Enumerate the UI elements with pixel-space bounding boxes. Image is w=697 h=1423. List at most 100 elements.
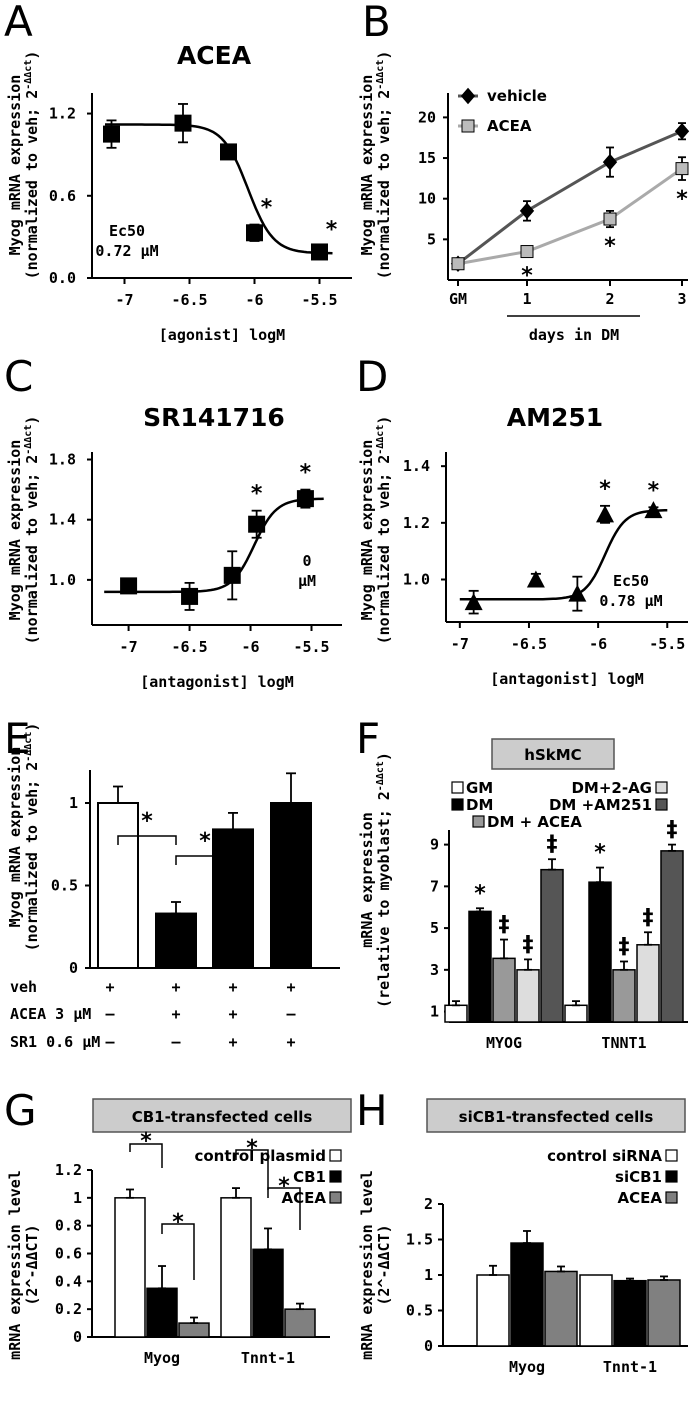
- y-axis-label-e-line2: (normalized to veh; 2-ΔΔct): [23, 723, 41, 952]
- y-tick-label-G-3: 0.6: [55, 1245, 82, 1263]
- x-tick-label-F-1: TNNT1: [601, 1034, 646, 1052]
- data-point-C-4: [296, 490, 314, 508]
- sig-star-f-0: *: [474, 881, 486, 906]
- y-tick-label-G-6: 1.2: [55, 1161, 82, 1179]
- data-point-D-1: [526, 570, 545, 588]
- sig-star-b-1: *: [521, 263, 533, 288]
- treatment-mark-e-0-0: +: [105, 978, 114, 996]
- x-axis-label-b: days in DM: [529, 326, 619, 344]
- data-point-C-1: [181, 587, 199, 605]
- x-tick-label-A-1: -6.5: [171, 291, 207, 309]
- data-point-D-4: [644, 501, 663, 519]
- panel-letter-d: D: [356, 352, 388, 401]
- y-tick-label-D-0: 1.0: [403, 571, 430, 589]
- sig-star-D-3: *: [599, 477, 611, 502]
- treatment-mark-e-2-2: +: [228, 1033, 237, 1051]
- data-point-D-0: [464, 593, 483, 611]
- bracket-g-4: [267, 1187, 301, 1230]
- y-tick-label-G-5: 1: [73, 1189, 82, 1207]
- x-tick-label-b-3: 3: [677, 290, 686, 308]
- bar-H-1-1: [613, 1279, 647, 1347]
- ec50-value-C: μM: [298, 572, 316, 590]
- y-tick-label-F-0: 1: [430, 1003, 439, 1021]
- panel-title-box-g: [92, 1098, 352, 1133]
- bar-e-0: [97, 802, 139, 969]
- treatment-mark-e-1-3: –: [286, 1005, 296, 1023]
- data-point-b-1-1: [520, 245, 534, 259]
- data-point-C-3: [248, 515, 266, 533]
- error-bar-G-0-1: [158, 1265, 166, 1290]
- error-bar-H-1-1: [626, 1277, 634, 1282]
- bracket-e-2: [175, 855, 234, 865]
- x-tick-label-C-0: -7: [120, 638, 138, 656]
- series-line-b-0: [457, 129, 683, 265]
- fit-curve-A: [105, 123, 333, 255]
- y-tick-label-C-0: 1.0: [49, 571, 76, 589]
- series-line-b-1: [457, 167, 683, 266]
- bar-e-3: [270, 802, 312, 969]
- legend-swatch-g-2: [329, 1191, 342, 1204]
- y-tick-label-b-0: 5: [427, 230, 436, 248]
- bar-G-0-2: [178, 1322, 210, 1338]
- legend-swatch-h-1: [665, 1170, 678, 1183]
- legend-label-f-3: DM+2-AG: [571, 779, 652, 797]
- y-tick-label-G-0: 0: [73, 1328, 82, 1346]
- sig-star-A-4: *: [326, 217, 338, 242]
- y-axis-label-f-line2: (relative to myoblast; 2-ΔΔct): [375, 752, 393, 1008]
- error-bar-H-0-1: [523, 1230, 531, 1244]
- x-axis-label-D: [antagonist] logM: [490, 670, 644, 688]
- sig-star-g-4: *: [278, 1174, 290, 1199]
- x-tick-label-b-1: 1: [522, 290, 531, 308]
- legend-swatch-g-0: [329, 1149, 342, 1162]
- y-axis-label-a-line2: (normalized to veh; 2-ΔΔct): [23, 51, 41, 280]
- error-bar-e-2: [228, 812, 238, 831]
- ec50-label-D: Ec50: [613, 572, 649, 590]
- bracket-e-1: [117, 835, 177, 845]
- x-tick-label-H-1: Tnnt-1: [603, 1358, 657, 1376]
- panel-letter-h: H: [356, 1086, 388, 1135]
- bar-F-0-1: [468, 910, 492, 1023]
- panel-letter-a: A: [4, 0, 33, 46]
- y-axis-label-b-line1: Myog mRNA expression: [358, 75, 376, 256]
- panel-title-a: ACEA: [177, 41, 252, 70]
- treatment-mark-e-2-3: +: [286, 1033, 295, 1051]
- y-tick-label-e-0: 0: [69, 959, 78, 977]
- ec50-label-C: 0: [302, 552, 311, 570]
- data-point-D-2: [568, 584, 587, 602]
- y-tick-label-F-1: 3: [430, 961, 439, 979]
- error-bar-H-0-0: [489, 1264, 497, 1276]
- x-tick-label-D-0: -7: [451, 635, 469, 653]
- y-axis-label-c-line1: Myog mRNA expression: [6, 440, 24, 621]
- legend-label-g-2: ACEA: [282, 1189, 327, 1207]
- data-point-b-1-3: [675, 162, 689, 176]
- panel-title-d: AM251: [507, 403, 603, 432]
- legend-label-acea: ACEA: [487, 117, 532, 135]
- legend-swatch-f-1: [451, 798, 464, 811]
- error-bar-F-0-3: [524, 958, 532, 971]
- sig-star-e-1: *: [141, 809, 153, 834]
- panel-title-c: SR141716: [143, 403, 285, 432]
- y-tick-label-H-4: 2: [424, 1195, 433, 1213]
- panel-title-h: siCB1-transfected cells: [459, 1108, 654, 1126]
- y-axis-label-d-line1: Myog mRNA expression: [358, 440, 376, 621]
- sig-star-b-3: *: [676, 187, 688, 212]
- dagger-f-0-4: ‡: [547, 832, 558, 857]
- bar-F-0-2: [492, 957, 516, 1023]
- dagger-f-1-2: ‡: [619, 934, 630, 959]
- sig-star-C-3: *: [251, 482, 263, 507]
- x-tick-label-D-3: -5.5: [649, 635, 685, 653]
- treatment-mark-e-0-3: +: [286, 978, 295, 996]
- sig-star-D-4: *: [648, 478, 660, 503]
- panel-letter-b: B: [362, 0, 391, 46]
- data-point-b-0-2: [602, 153, 618, 171]
- error-bar-F-1-1: [596, 866, 604, 884]
- panel-letter-f: F: [356, 714, 380, 763]
- y-tick-label-A-0: 0.0: [49, 269, 76, 287]
- error-bar-F-1-0: [572, 1000, 580, 1007]
- bar-e-2: [212, 828, 254, 970]
- error-bar-G-1-0: [232, 1187, 240, 1199]
- bar-H-1-2: [647, 1279, 681, 1347]
- y-axis-label-a-line1: Myog mRNA expression: [6, 75, 24, 256]
- y-tick-label-A-1: 0.6: [49, 187, 76, 205]
- bracket-g-3: [235, 1149, 269, 1190]
